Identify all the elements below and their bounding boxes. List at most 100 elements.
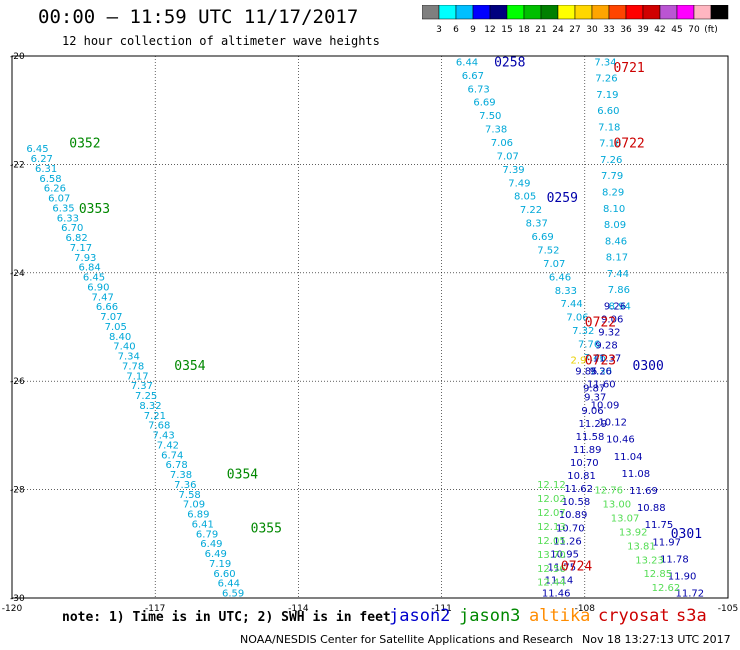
swh-value-label: 7.16 [599,139,621,150]
pass-time-label: 0355 [251,522,282,537]
y-tick-label: -30 [10,594,25,604]
swh-value-label: 9.37 [584,393,606,404]
swh-value-label: 11.04 [614,452,643,463]
swh-value-label: 10.89 [559,510,588,521]
swh-value-label: 12.44 [537,578,566,589]
satellite-s3a: s3a [676,606,707,626]
swh-value-label: 10.46 [606,435,635,446]
swh-value-label: 6.73 [468,84,490,95]
swh-value-label: 7.19 [209,559,231,570]
swh-value-label: 6.33 [57,213,79,224]
satellite-jason2: jason2 [389,606,451,626]
swh-value-label: 12.56 [537,564,566,575]
pass-time-label: 0724 [561,559,592,574]
swh-value-label: 10.70 [570,458,599,469]
swh-value-label: 7.09 [183,500,205,511]
swh-value-label: 7.07 [497,151,519,162]
swh-value-label: 8.05 [514,192,536,203]
swh-value-label: 11.90 [668,571,697,582]
legend-tick-label: 3 [436,25,442,35]
swh-value-label: 9.28 [595,340,617,351]
swh-value-label: 6.66 [96,302,118,313]
legend-tick-label: 39 [637,25,649,35]
chart-subtitle: 12 hour collection of altimeter wave hei… [62,34,380,48]
swh-value-label: 11.72 [675,589,704,600]
satellite-cryosat: cryosat [598,606,670,626]
legend-tick-label: 12 [484,25,495,35]
swh-value-label: 7.78 [122,361,144,372]
x-tick-label: -105 [718,604,738,614]
x-tick-label: -114 [288,604,309,614]
swh-value-label: 6.27 [31,154,53,165]
swh-value-label: 11.46 [542,589,571,600]
swh-value-label: 7.68 [148,421,170,432]
swh-value-label: 7.39 [502,165,524,176]
swh-value-label: 13.81 [627,541,656,552]
swh-value-label: 6.67 [462,71,484,82]
color-scale-legend: 3 6 9 12 15 18 21 24 27 30 33 36 39 42 45 70 (ft) [422,5,729,35]
swh-value-label: 7.26 [595,74,617,85]
y-tick-label: -26 [10,377,25,387]
swh-value-label: 7.43 [152,431,174,442]
swh-value-label: 7.32 [572,326,594,337]
swh-value-label: 6.60 [213,569,235,580]
legend-tick-label: 24 [552,25,564,35]
swh-value-label: 7.37 [131,381,153,392]
satellite-jason3: jason3 [459,606,521,626]
pass-time-label: 0300 [633,359,664,374]
swh-value-label: 8.37 [526,219,548,230]
legend-tick-label: 36 [620,25,632,35]
pass-time-label: 0721 [613,61,644,76]
swh-value-label: 9.32 [598,327,620,338]
swh-value-label: 6.60 [597,106,619,117]
pass-time-label: 0354 [227,467,258,482]
legend-tick-label: 15 [501,25,512,35]
legend-tick-label: 42 [654,25,665,35]
swh-value-label: 6.69 [473,98,495,109]
swh-value-label: 6.45 [26,144,48,155]
y-tick-label: -24 [10,269,25,279]
swh-value-label: 11.60 [587,380,616,391]
pass-time-label: 0722 [585,316,616,331]
swh-value-label: 7.44 [607,269,629,280]
swh-value-label: 7.07 [543,259,565,270]
swh-value-label: 8.29 [602,188,624,199]
footer-note: note: 1) Time is in UTC; 2) SWH is in fe… [62,610,391,625]
pass-time-label: 0259 [547,191,578,206]
swh-value-label: 10.81 [567,471,596,482]
swh-value-label: 11.89 [573,445,602,456]
swh-value-label: 11.26 [553,536,582,547]
legend-tick-label: 9 [470,25,476,35]
satellite-altika: altika [529,606,591,626]
swh-value-label: 12.13 [537,522,566,533]
swh-value-label: 10.09 [591,401,620,412]
swh-value-label: 6.78 [165,460,187,471]
swh-value-label: 13.23 [635,555,664,566]
swh-value-label: 6.79 [196,529,218,540]
x-tick-label: -120 [2,604,23,614]
swh-value-label: 6.41 [192,519,214,530]
swh-value-label: 8.10 [603,204,625,215]
swh-value-label: 12.76 [594,486,623,497]
swh-value-label: 11.69 [629,486,658,497]
swh-value-label: 6.69 [531,232,553,243]
x-tick-label: -111 [431,604,451,614]
swh-value-label: 6.26 [44,184,66,195]
swh-value-label: 7.30 [590,366,612,377]
pass-time-label: 0722 [613,137,644,152]
legend-tick-label: 21 [535,25,546,35]
legend-tick-label: 33 [603,25,614,35]
swh-value-label: 7.06 [491,138,513,149]
swh-value-label: 9.06 [581,406,603,417]
swh-value-label: 13.70 [537,550,566,561]
y-tick-label: -22 [10,160,25,170]
swh-value-label: 10.88 [637,503,666,514]
swh-value-label: 9.26 [590,367,612,378]
swh-value-label: 10.12 [598,418,627,429]
swh-value-label: 11.75 [645,520,674,531]
swh-value-label: 8.40 [109,332,131,343]
swh-value-label: 7.17 [126,371,148,382]
swh-value-label: 6.74 [161,450,183,461]
swh-value-label: 7.36 [174,480,196,491]
